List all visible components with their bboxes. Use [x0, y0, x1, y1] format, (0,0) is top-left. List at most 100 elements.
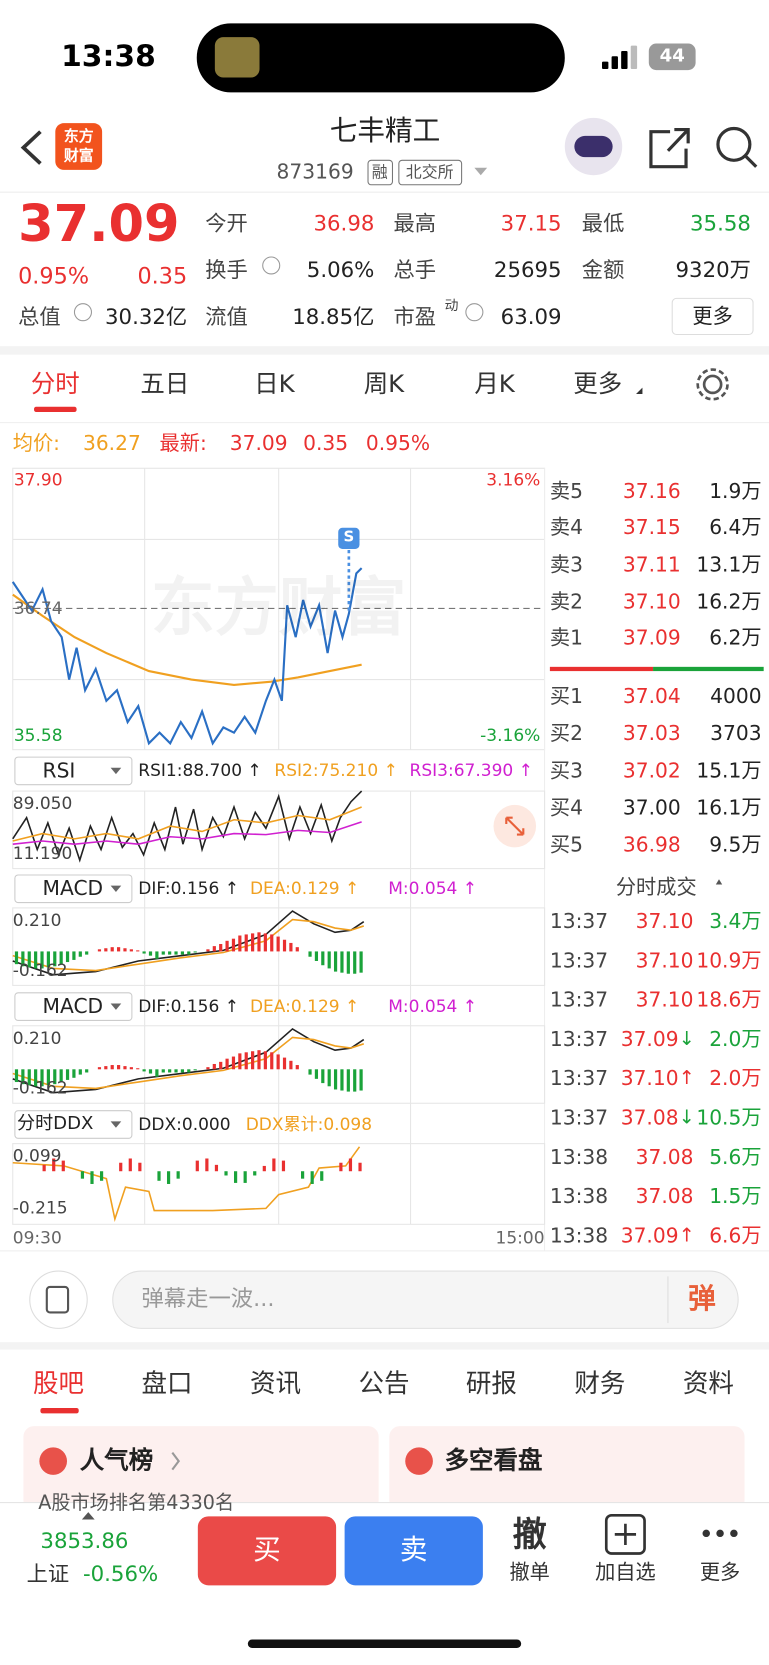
marker[interactable]	[338, 527, 360, 549]
section-tab[interactable]: 资料	[682, 1368, 734, 1399]
histogram-bar	[155, 951, 159, 959]
selector-boxes	[14, 756, 133, 1139]
sell-label[interactable]: 卖	[399, 1534, 428, 1567]
histogram-bar	[176, 1171, 180, 1179]
bid-volume: 16.1万	[696, 796, 762, 820]
bid-price: 37.02	[622, 758, 681, 783]
section-tab[interactable]: 资讯	[249, 1368, 302, 1399]
histogram-bar	[40, 1069, 44, 1087]
ask-volume: 6.2万	[709, 626, 762, 650]
section-tab[interactable]: 公告	[358, 1368, 410, 1399]
buy-label[interactable]: 买	[253, 1534, 281, 1567]
action-label[interactable]: 更多	[699, 1560, 741, 1584]
section-tab[interactable]: 财务	[574, 1368, 626, 1399]
ask-label: 卖1	[549, 626, 583, 650]
histogram-bar	[14, 951, 19, 965]
field-value: 9320万	[675, 256, 751, 283]
histogram-bar	[193, 951, 197, 953]
indicator-selector[interactable]: RSI	[42, 758, 76, 783]
search-icon[interactable]	[716, 126, 752, 162]
indicator-value: M:0.054 ↑	[388, 995, 478, 1016]
latest-price: 37.09	[229, 431, 288, 456]
section-tab[interactable]: 研报	[465, 1368, 517, 1399]
indicator-selector[interactable]: 分时DDX	[17, 1112, 94, 1135]
histogram-bar	[34, 1069, 38, 1087]
selector-arrows	[110, 767, 122, 1128]
change-amount: 0.35	[137, 263, 188, 290]
chart-tab[interactable]: 月K	[474, 370, 515, 399]
histogram-bar	[53, 1069, 57, 1085]
field-label: 最高	[393, 210, 437, 236]
histogram-bar	[257, 932, 261, 952]
chart-tab[interactable]: 更多	[573, 370, 623, 399]
trade-volume: 10.5万	[696, 1106, 762, 1130]
dropdown[interactable]	[474, 167, 488, 176]
sell-button[interactable]	[344, 1516, 483, 1586]
chart-tab[interactable]: 分时	[30, 370, 80, 399]
chart-tab[interactable]: 日K	[254, 370, 295, 399]
back-icon[interactable]	[20, 130, 42, 165]
histogram-bar	[270, 1052, 274, 1070]
action-label[interactable]: 加自选	[595, 1560, 656, 1584]
danmaku-button[interactable]: 弹	[688, 1283, 716, 1316]
section-tab[interactable]: 股吧	[32, 1368, 85, 1399]
histogram-bar	[174, 1069, 178, 1073]
cancel-icon[interactable]: 撤	[512, 1513, 547, 1555]
histogram-bar	[34, 951, 38, 969]
histogram-bar	[168, 951, 172, 955]
histogram-bar	[90, 1171, 94, 1184]
add-icon[interactable]	[604, 1513, 646, 1555]
trade-time: 13:37	[549, 988, 609, 1012]
stock-tag: 融	[371, 161, 388, 182]
more-button[interactable]	[671, 297, 754, 336]
histogram-bar	[263, 933, 267, 952]
field-value: 37.15	[500, 210, 562, 236]
histogram-bar	[80, 1171, 85, 1179]
histogram-bar	[116, 947, 121, 952]
histogram-bar	[187, 1069, 191, 1073]
info-icon[interactable]	[73, 303, 93, 322]
axis-label: 11.190	[12, 842, 73, 864]
chart-tab[interactable]: 周K	[363, 370, 405, 399]
histogram-bar	[21, 1069, 25, 1085]
trade-volume: 18.6万	[696, 988, 762, 1012]
section-tab[interactable]: 盘口	[141, 1368, 193, 1399]
histogram-bar	[214, 1164, 219, 1172]
add-icon	[614, 1523, 637, 1546]
field-label: 总值	[18, 303, 61, 330]
indicator-selector[interactable]: MACD	[42, 876, 104, 901]
settings-icon[interactable]	[702, 374, 723, 395]
histogram-bar	[53, 951, 57, 967]
card-title[interactable]: 人气榜	[79, 1447, 154, 1475]
ask-price: 37.10	[622, 590, 681, 614]
tab-indicator	[34, 406, 77, 413]
histogram-bar	[116, 1065, 121, 1070]
field-value: 25695	[493, 256, 562, 283]
axis-label: 89.050	[12, 792, 73, 814]
histogram-bar	[148, 951, 153, 956]
action-label[interactable]: 撤单	[509, 1560, 550, 1584]
card-note: A股市场排名第4330名	[38, 1492, 235, 1515]
indicator-selector[interactable]: MACD	[42, 994, 104, 1018]
more-icon[interactable]	[702, 1529, 738, 1538]
card[interactable]	[23, 1426, 379, 1512]
indicator-value: RSI1:88.700 ↑	[138, 760, 262, 781]
info-icon[interactable]	[465, 303, 484, 322]
buy-button[interactable]	[197, 1516, 337, 1586]
trade-price: 37.08	[635, 1184, 694, 1209]
chart-tab[interactable]: 五日	[140, 370, 190, 399]
comment-list-button[interactable]	[29, 1270, 88, 1329]
card-title[interactable]: 多空看盘	[444, 1447, 543, 1475]
comment-input[interactable]	[112, 1270, 739, 1329]
info-icon[interactable]	[262, 256, 281, 275]
share-icon[interactable]	[649, 127, 690, 169]
histogram-bar	[320, 1171, 324, 1181]
comment-placeholder[interactable]: 弹幕走一波...	[141, 1286, 275, 1312]
axis-label: 0.099	[12, 1145, 62, 1166]
more-button-label[interactable]: 更多	[692, 304, 733, 328]
expand-arrow[interactable]	[81, 1512, 95, 1520]
card[interactable]	[389, 1426, 745, 1512]
marker-label[interactable]: S	[343, 529, 355, 546]
